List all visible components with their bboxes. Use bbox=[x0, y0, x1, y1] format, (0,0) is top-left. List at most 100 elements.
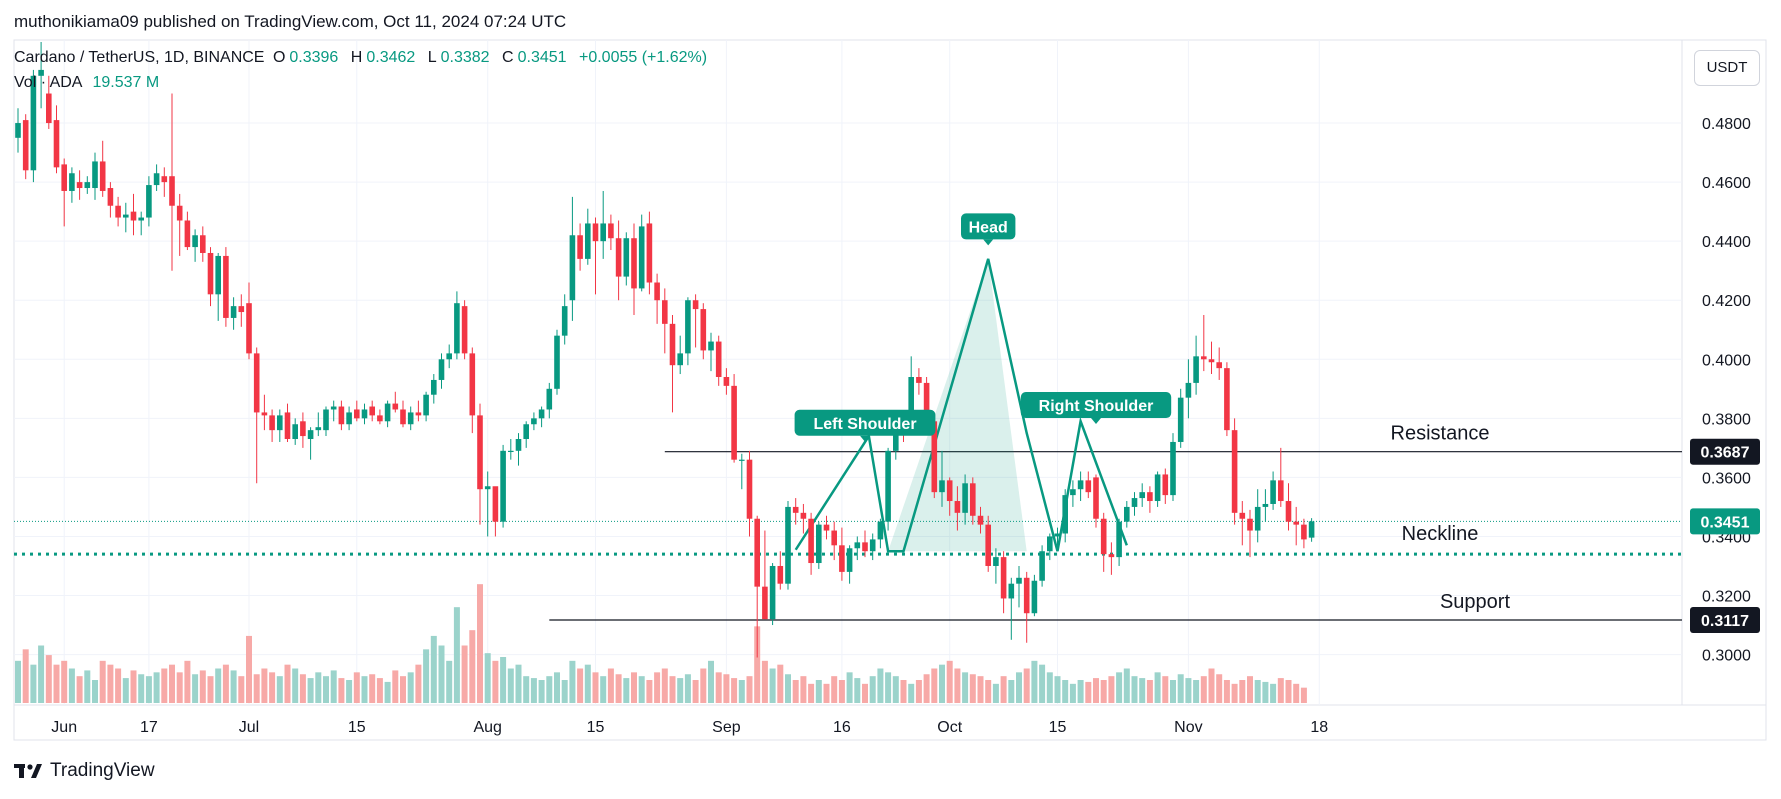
pattern-annotations: Left Shoulder Head Right Shoulder bbox=[794, 213, 1172, 442]
volume-bar bbox=[1085, 681, 1092, 703]
candle-body bbox=[1124, 506, 1130, 522]
candle-body bbox=[677, 353, 683, 366]
volume-bar bbox=[700, 668, 707, 703]
volume-bar bbox=[76, 676, 83, 703]
volume-bar bbox=[1069, 683, 1076, 703]
candle-body bbox=[561, 306, 568, 336]
candle-body bbox=[384, 403, 391, 422]
volume-bar bbox=[1108, 676, 1115, 703]
price-tick-label: 0.3200 bbox=[1702, 589, 1751, 606]
pattern-outline bbox=[794, 258, 1128, 553]
volume-bar bbox=[1154, 672, 1161, 703]
candle-body bbox=[662, 300, 668, 324]
candle-body bbox=[61, 164, 67, 191]
candle-body bbox=[569, 235, 576, 301]
volume-bar bbox=[153, 672, 160, 703]
volume-bar bbox=[276, 676, 283, 703]
annotation-text: Head bbox=[969, 219, 1008, 236]
volume-bar bbox=[507, 668, 514, 703]
candle-body bbox=[585, 223, 591, 259]
volume-bar bbox=[423, 649, 430, 703]
candle-body bbox=[715, 341, 722, 377]
candlesticks bbox=[15, 42, 1315, 658]
candle-body bbox=[161, 176, 168, 183]
volume-bar bbox=[492, 660, 499, 703]
candle-body bbox=[1185, 382, 1192, 398]
candle-body bbox=[708, 341, 714, 351]
candle-body bbox=[600, 223, 606, 242]
volume-bar bbox=[38, 645, 45, 703]
price-axis-ticks: 0.4800 0.4600 0.4400 0.4200 0.4000 0.3800 0.36… bbox=[1702, 116, 1751, 665]
volume-bar bbox=[777, 664, 784, 703]
candle-body bbox=[207, 252, 214, 295]
candle-body bbox=[538, 409, 545, 419]
volume-bar bbox=[330, 670, 337, 703]
candle-body bbox=[1278, 480, 1284, 502]
candle-body bbox=[970, 483, 976, 516]
head-shading bbox=[888, 258, 1027, 552]
price-label-box bbox=[1690, 508, 1760, 535]
symbol-title[interactable]: Cardano / TetherUS, 1D, BINANCE bbox=[14, 49, 265, 66]
volume-bar bbox=[1300, 687, 1307, 703]
level-lines: Resistance Support Neckline bbox=[14, 423, 1682, 621]
close-value: 0.3451 bbox=[517, 49, 567, 66]
candle-body bbox=[169, 176, 175, 206]
volume-bar bbox=[1116, 672, 1123, 703]
volume-bar bbox=[769, 668, 776, 703]
volume-bar bbox=[908, 683, 915, 703]
volume-bar bbox=[484, 653, 491, 703]
candle-body bbox=[977, 515, 984, 525]
publisher-line: muthonikiama09 published on TradingView.… bbox=[14, 12, 567, 31]
candle-body bbox=[685, 300, 691, 354]
volume-bar bbox=[1123, 668, 1130, 703]
candle-body bbox=[646, 223, 653, 283]
candle-body bbox=[446, 353, 452, 360]
candle-body bbox=[407, 412, 414, 425]
volume-bar bbox=[92, 680, 98, 703]
candle-body bbox=[192, 235, 198, 248]
candle-body bbox=[200, 235, 206, 253]
high-label: H bbox=[350, 49, 363, 66]
annotation-box bbox=[1020, 392, 1172, 419]
volume-bar bbox=[299, 674, 306, 703]
candle-body bbox=[1016, 577, 1022, 584]
candle-body bbox=[554, 335, 560, 389]
candle-body bbox=[608, 223, 614, 239]
candle-body bbox=[777, 565, 784, 584]
candle-body bbox=[500, 450, 506, 522]
tradingview-logo[interactable]: TradingView bbox=[14, 760, 155, 782]
candle-body bbox=[1085, 480, 1092, 493]
change-value: +0.0055 (+1.62%) bbox=[578, 49, 708, 66]
high-value: 0.3462 bbox=[366, 49, 416, 66]
candle-body bbox=[931, 421, 938, 493]
volume-bar bbox=[269, 672, 276, 703]
volume-bar bbox=[130, 670, 137, 703]
candle-body bbox=[369, 406, 375, 416]
volume-bar bbox=[30, 664, 37, 703]
volume-bar bbox=[1293, 683, 1300, 703]
volume-bar bbox=[577, 668, 584, 703]
currency-button[interactable]: USDT bbox=[1694, 50, 1760, 86]
volume-bar bbox=[407, 672, 414, 703]
candle-body bbox=[1008, 583, 1015, 599]
volume-bar bbox=[708, 660, 714, 703]
price-tick-label: 0.3600 bbox=[1702, 470, 1751, 487]
candle-body bbox=[361, 409, 368, 419]
candle-body bbox=[785, 506, 791, 584]
volume-bar bbox=[977, 676, 984, 703]
volume-bar bbox=[477, 584, 483, 703]
volume-bar bbox=[985, 680, 992, 703]
volume-bar bbox=[607, 668, 614, 703]
volume-bar bbox=[323, 676, 329, 703]
candle-body bbox=[700, 309, 707, 351]
volume-bar bbox=[661, 668, 668, 703]
candle-body bbox=[392, 403, 399, 410]
volume-bar bbox=[1231, 683, 1238, 703]
volume-bar bbox=[1039, 664, 1046, 703]
open-value: 0.3396 bbox=[289, 49, 339, 66]
volume-bar bbox=[654, 672, 661, 703]
volume-bar bbox=[1239, 680, 1246, 703]
volume-bar bbox=[530, 678, 537, 703]
candle-body bbox=[323, 409, 329, 431]
candle-body bbox=[1139, 492, 1145, 499]
